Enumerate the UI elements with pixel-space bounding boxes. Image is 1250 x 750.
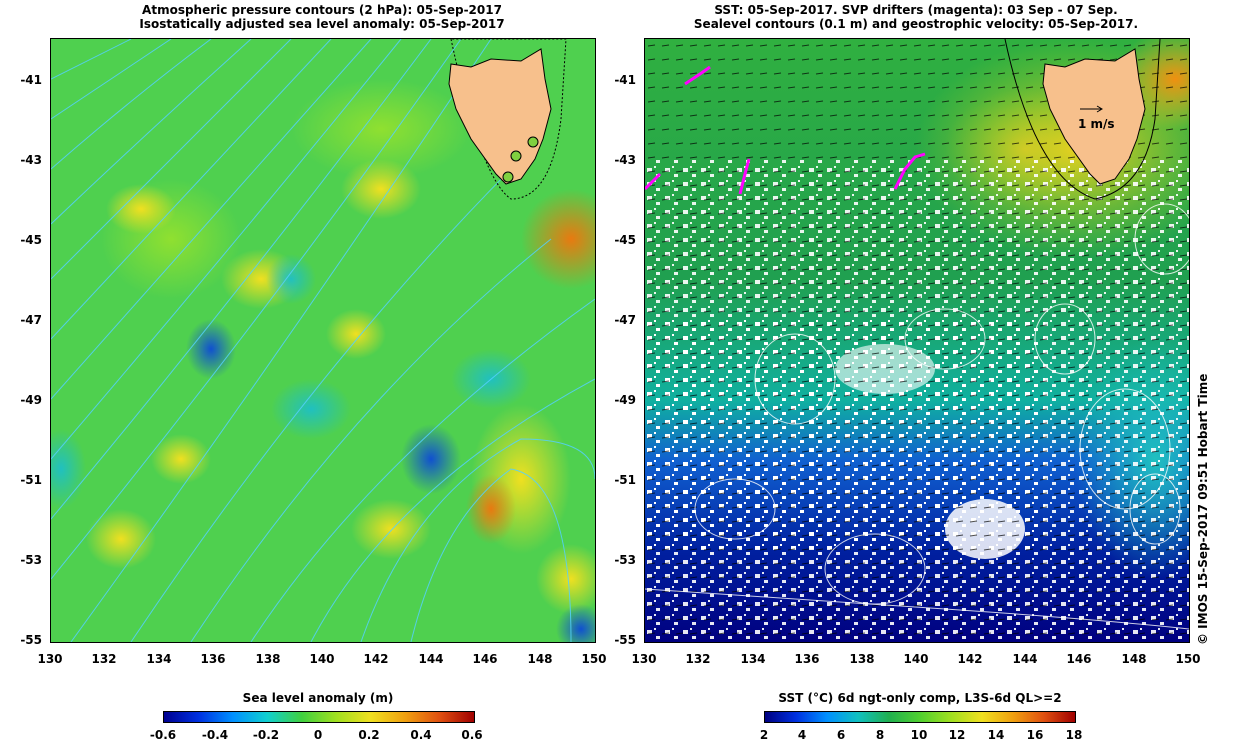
right-ytick-3: -45 xyxy=(614,233,636,247)
left-xtick-10: 148 xyxy=(527,652,553,666)
left-xtick-11: 150 xyxy=(581,652,607,666)
sst-map: 1 m/s xyxy=(644,38,1190,643)
sea-level-anomaly-field xyxy=(51,39,595,642)
left-cbar-tick-3: -0.2 xyxy=(252,728,280,742)
right-title-line2: Sealevel contours (0.1 m) and geostrophi… xyxy=(693,17,1139,31)
left-ytick-8: -55 xyxy=(20,633,42,647)
left-ytick-2: -43 xyxy=(20,153,42,167)
right-cbar-tick-8: 16 xyxy=(1026,728,1044,742)
right-cbar-tick-5: 10 xyxy=(910,728,928,742)
right-cbar-tick-2: 4 xyxy=(797,728,807,742)
left-xtick-7: 142 xyxy=(363,652,389,666)
right-xtick-6: 140 xyxy=(903,652,929,666)
right-ytick-5: -49 xyxy=(614,393,636,407)
right-cbar-tick-1: 2 xyxy=(759,728,769,742)
right-xtick-5: 138 xyxy=(849,652,875,666)
left-cbar-tick-5: 0.2 xyxy=(358,728,380,742)
tasmania-landmass xyxy=(448,48,552,185)
svp-drifter-tracks xyxy=(645,65,926,195)
right-ytick-6: -51 xyxy=(614,473,636,487)
right-xtick-11: 150 xyxy=(1175,652,1201,666)
right-cbar-tick-9: 18 xyxy=(1065,728,1083,742)
left-ytick-5: -49 xyxy=(20,393,42,407)
velocity-scale-label: 1 m/s xyxy=(1078,117,1115,131)
right-ytick-2: -43 xyxy=(614,153,636,167)
left-cbar-tick-1: -0.6 xyxy=(149,728,177,742)
right-cbar-tick-3: 6 xyxy=(836,728,846,742)
right-xtick-8: 144 xyxy=(1012,652,1038,666)
right-xtick-4: 136 xyxy=(794,652,820,666)
sea-level-colorbar xyxy=(163,711,475,723)
imos-credit: © IMOS 15-Sep-2017 09:51 Hobart Time xyxy=(1196,373,1210,645)
left-xtick-4: 136 xyxy=(200,652,226,666)
left-cbar-tick-4: 0 xyxy=(313,728,323,742)
sst-colorbar xyxy=(764,711,1076,723)
left-colorbar-title: Sea level anomaly (m) xyxy=(242,691,394,705)
left-xtick-3: 134 xyxy=(146,652,172,666)
right-colorbar-title: SST (°C) 6d ngt-only comp, L3S-6d QL>=2 xyxy=(778,691,1062,705)
left-xtick-8: 144 xyxy=(418,652,444,666)
right-xtick-10: 148 xyxy=(1121,652,1147,666)
right-ytick-7: -53 xyxy=(614,553,636,567)
left-ytick-6: -51 xyxy=(20,473,42,487)
right-xtick-9: 146 xyxy=(1066,652,1092,666)
left-xtick-6: 140 xyxy=(309,652,335,666)
left-ytick-3: -45 xyxy=(20,233,42,247)
left-cbar-tick-2: -0.4 xyxy=(201,728,229,742)
left-cbar-tick-6: 0.4 xyxy=(410,728,432,742)
sea-level-anomaly-map xyxy=(50,38,596,643)
left-xtick-5: 138 xyxy=(255,652,281,666)
left-ytick-7: -53 xyxy=(20,553,42,567)
right-xtick-7: 142 xyxy=(957,652,983,666)
sst-field xyxy=(645,39,1189,642)
right-xtick-2: 132 xyxy=(685,652,711,666)
right-ytick-4: -47 xyxy=(614,313,636,327)
left-title-line1: Atmospheric pressure contours (2 hPa): 0… xyxy=(142,3,502,17)
right-cbar-tick-6: 12 xyxy=(948,728,966,742)
left-ytick-1: -41 xyxy=(20,73,42,87)
right-xtick-3: 134 xyxy=(740,652,766,666)
right-cbar-tick-4: 8 xyxy=(875,728,885,742)
left-cbar-tick-7: 0.6 xyxy=(461,728,483,742)
right-title-line1: SST: 05-Sep-2017. SVP drifters (magenta)… xyxy=(714,3,1118,17)
right-xtick-1: 130 xyxy=(631,652,657,666)
right-cbar-tick-7: 14 xyxy=(987,728,1005,742)
left-ytick-4: -47 xyxy=(20,313,42,327)
right-ytick-8: -55 xyxy=(614,633,636,647)
tasmania-landmass-sst xyxy=(1042,48,1146,185)
left-title-line2: Isostatically adjusted sea level anomaly… xyxy=(139,17,505,31)
left-xtick-9: 146 xyxy=(472,652,498,666)
left-xtick-2: 132 xyxy=(91,652,117,666)
right-ytick-1: -41 xyxy=(614,73,636,87)
left-xtick-1: 130 xyxy=(37,652,63,666)
